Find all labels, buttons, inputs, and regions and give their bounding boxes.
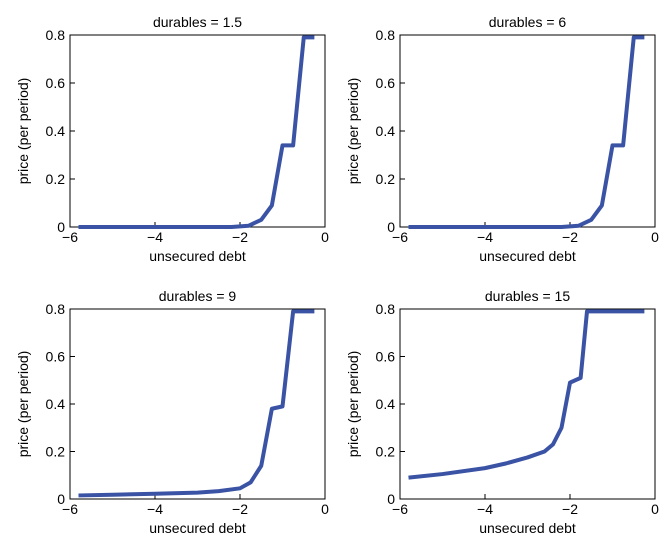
y-tick-label: 0 [387,219,395,235]
x-tick-label: −4 [147,229,163,245]
y-tick-label: 0.8 [376,301,396,317]
x-tick-label: −6 [392,229,408,245]
y-tick-label: 0.2 [376,171,396,187]
chart-title: durables = 1.5 [153,14,242,30]
x-tick-label: −2 [232,501,248,517]
data-line [78,35,315,229]
chart-title: durables = 15 [485,288,570,304]
x-tick-label: 0 [651,501,659,517]
y-tick-label: 0.8 [46,27,66,43]
x-axis-label: unsecured debt [149,248,246,264]
x-tick-label: −6 [62,501,78,517]
y-tick-label: 0.6 [376,75,396,91]
y-tick-label: 0.4 [376,396,396,412]
y-tick-label: 0.6 [46,349,66,365]
x-tick-label: −2 [562,501,578,517]
x-tick-label: −6 [392,501,408,517]
x-tick-label: −2 [232,229,248,245]
axes-box [69,34,326,228]
axes-box [399,308,656,500]
y-axis-label: price (per period) [15,78,31,185]
y-axis-label: price (per period) [345,78,361,185]
y-tick-label: 0.2 [46,171,66,187]
data-line [78,309,315,498]
y-tick-label: 0 [57,491,65,507]
x-axis-label: unsecured debt [479,520,576,536]
data-line [408,35,645,229]
data-line [408,309,645,480]
axes-box [69,308,326,500]
y-tick-label: 0.8 [376,27,396,43]
y-tick-label: 0.4 [46,396,66,412]
y-axis-label: price (per period) [15,351,31,458]
x-tick-label: −4 [477,501,493,517]
y-tick-label: 0 [57,219,65,235]
y-axis-label: price (per period) [345,351,361,458]
chart-title: durables = 6 [489,14,567,30]
x-tick-label: 0 [321,229,329,245]
chart-title: durables = 9 [159,288,237,304]
y-tick-label: 0.6 [46,75,66,91]
y-tick-label: 0.6 [376,349,396,365]
x-axis-label: unsecured debt [149,520,246,536]
x-tick-label: −2 [562,229,578,245]
x-tick-label: −4 [147,501,163,517]
x-tick-label: 0 [651,229,659,245]
y-tick-label: 0.8 [46,301,66,317]
y-tick-label: 0 [387,491,395,507]
x-tick-label: −6 [62,229,78,245]
x-axis-label: unsecured debt [479,248,576,264]
y-tick-label: 0.4 [46,123,66,139]
x-tick-label: −4 [477,229,493,245]
y-tick-label: 0.2 [46,444,66,460]
y-tick-label: 0.2 [376,444,396,460]
y-tick-label: 0.4 [376,123,396,139]
x-tick-label: 0 [321,501,329,517]
axes-box [399,34,656,228]
